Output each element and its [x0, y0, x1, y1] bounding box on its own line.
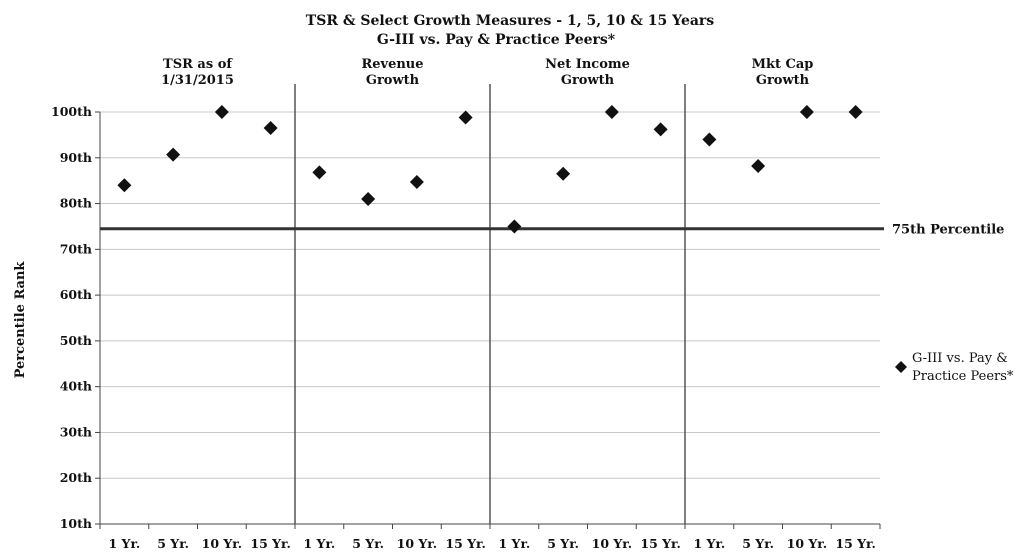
y-tick-label: 50th [60, 333, 92, 348]
group-label: Growth [561, 73, 615, 88]
y-tick-label: 90th [60, 150, 92, 165]
y-tick-label: 70th [60, 241, 92, 256]
y-tick-labels: 10th 20th 30th 40th 50th 60th 70th 80th 90th 100t… [51, 104, 92, 531]
x-tick-label: 5 Yr. [157, 536, 189, 551]
x-tick-label: 10 Yr. [397, 536, 437, 551]
y-tick-label: 60th [60, 287, 92, 302]
group-label: TSR as of [163, 57, 233, 72]
data-point [263, 121, 278, 136]
data-point [214, 105, 229, 119]
y-tick-label: 30th [60, 424, 92, 439]
y-tick-label: 10th [60, 516, 92, 531]
x-tick-label: 1 Yr. [693, 536, 725, 551]
x-tick-label: 15 Yr. [640, 536, 680, 551]
x-tick-label: 10 Yr. [787, 536, 827, 551]
y-tick-label: 100th [51, 104, 92, 119]
data-point [409, 175, 424, 190]
group-label: Revenue [361, 57, 423, 72]
y-tick-label: 40th [60, 379, 92, 394]
x-tick-label: 15 Yr. [835, 536, 875, 551]
reference-line: 75th Percentile [100, 223, 1004, 238]
data-point [507, 219, 522, 234]
data-point [556, 166, 571, 181]
group-label: Mkt Cap [752, 57, 814, 72]
x-tick-label: 10 Yr. [592, 536, 632, 551]
legend-label-line-1: G-III vs. Pay & [912, 351, 1008, 366]
data-point [604, 105, 619, 119]
group-label: Net Income [545, 57, 630, 72]
legend-marker [895, 361, 907, 373]
x-tick-label: 1 Yr. [498, 536, 530, 551]
chart-title-line-2: G-III vs. Pay & Practice Peers* [377, 32, 616, 48]
x-tick-label: 5 Yr. [547, 536, 579, 551]
data-point [361, 191, 376, 206]
x-tick-labels: 1 Yr. 5 Yr. 10 Yr. 15 Yr. 1 Yr. 5 Yr. 10 Yr. 15… [99, 524, 881, 551]
reference-line-label: 75th Percentile [892, 223, 1004, 238]
data-point [312, 165, 327, 180]
group-label: Growth [756, 73, 810, 88]
x-tick-label: 1 Yr. [303, 536, 335, 551]
chart-title: TSR & Select Growth Measures - 1, 5, 10 … [306, 13, 714, 48]
x-tick-label: 5 Yr. [742, 536, 774, 551]
gridlines [95, 111, 880, 525]
legend: G-III vs. Pay & Practice Peers* [895, 351, 1014, 384]
group-dividers [294, 84, 686, 524]
data-points [117, 105, 863, 234]
y-tick-label: 20th [60, 470, 92, 485]
x-tick-label: 15 Yr. [250, 536, 290, 551]
x-tick-label: 1 Yr. [108, 536, 140, 551]
data-point [799, 105, 814, 119]
data-point [117, 178, 132, 193]
y-tick-label: 80th [60, 196, 92, 211]
x-tick-label: 5 Yr. [352, 536, 384, 551]
x-tick-label: 10 Yr. [202, 536, 242, 551]
group-label: Growth [366, 73, 420, 88]
data-point [653, 122, 668, 137]
data-point [848, 105, 863, 119]
data-point [166, 147, 181, 162]
legend-label-line-2: Practice Peers* [912, 369, 1014, 384]
x-tick-label: 15 Yr. [445, 536, 485, 551]
group-label: 1/31/2015 [161, 73, 234, 88]
data-point [702, 132, 717, 147]
data-point [751, 159, 766, 174]
data-point [458, 110, 473, 125]
y-axis-label: Percentile Rank [13, 261, 28, 379]
chart-title-line-1: TSR & Select Growth Measures - 1, 5, 10 … [306, 13, 714, 29]
